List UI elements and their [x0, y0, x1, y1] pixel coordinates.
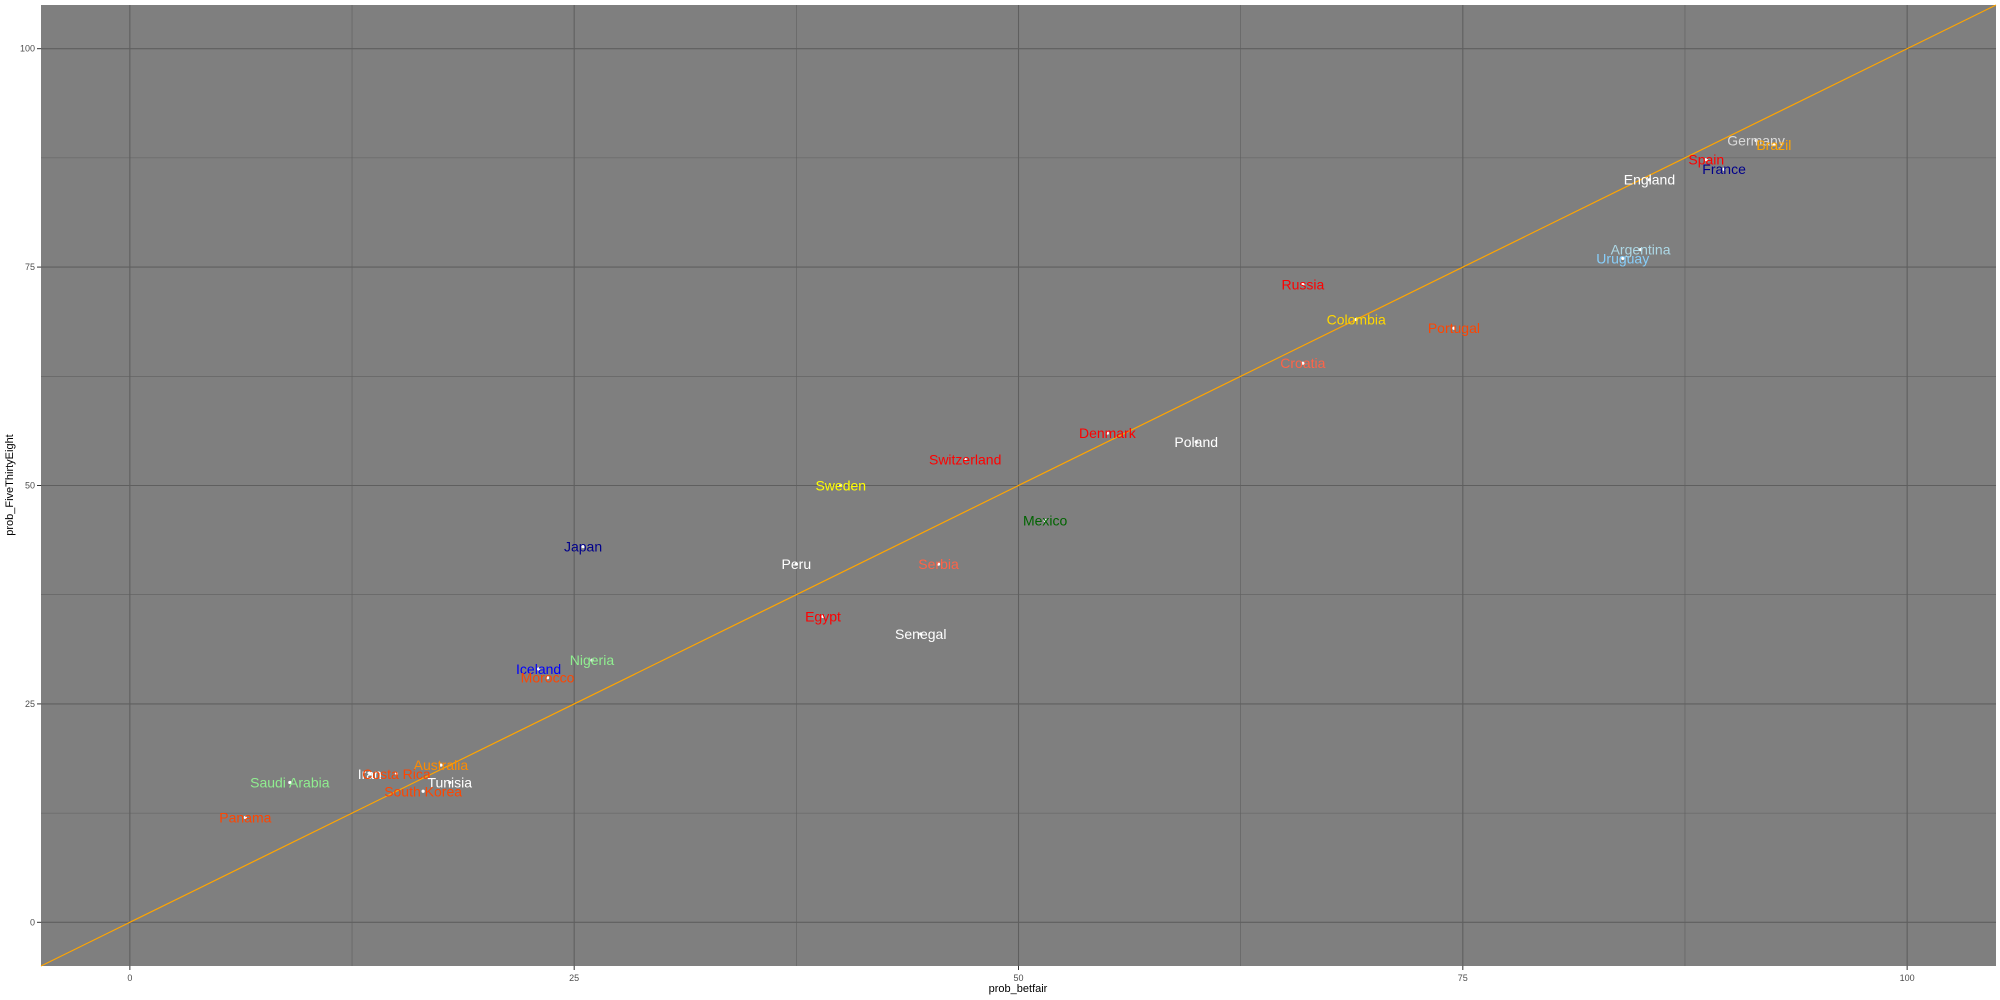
point-label: Senegal: [895, 626, 946, 642]
point-label: England: [1624, 172, 1675, 188]
point-label: France: [1702, 161, 1746, 177]
data-point: [439, 763, 443, 767]
point-label: Germany: [1727, 132, 1785, 148]
point-label: Panama: [219, 809, 271, 825]
x-tick-label: 100: [1900, 973, 1915, 983]
point-label: Argentina: [1611, 242, 1671, 258]
data-point: [581, 545, 585, 549]
data-point: [1772, 143, 1776, 147]
data-point: [368, 772, 372, 776]
point-label: Australia: [414, 757, 469, 773]
point-label: South Korea: [384, 783, 462, 799]
data-point: [421, 789, 425, 793]
data-point: [1621, 256, 1625, 260]
data-point: [394, 772, 399, 776]
y-tick-label: 75: [25, 262, 35, 272]
data-point: [1722, 167, 1726, 171]
point-label: Portugal: [1428, 320, 1480, 336]
data-point: [288, 780, 292, 785]
data-point: [537, 667, 541, 671]
point-label: Saudi Arabia: [250, 775, 330, 791]
x-tick-label: 0: [127, 973, 132, 983]
data-point: [919, 632, 923, 636]
point-label: Peru: [782, 556, 812, 572]
data-point: [936, 562, 941, 566]
data-point: [1105, 431, 1109, 435]
data-point: [821, 614, 825, 619]
point-label: Tunisia: [427, 775, 472, 791]
point-label: Switzerland: [929, 451, 1001, 467]
point-label: Costa Rica: [362, 766, 431, 782]
point-label: Iceland: [516, 661, 561, 677]
reference-line-y-equals-x: [40, 4, 1997, 967]
point-label: Iran: [358, 766, 382, 782]
point-label: Morocco: [521, 670, 575, 686]
y-tick-label: 25: [25, 699, 35, 709]
data-points: [243, 138, 1776, 820]
point-label: Poland: [1174, 434, 1218, 450]
x-tick-label: 75: [1458, 973, 1468, 983]
point-label: Spain: [1688, 152, 1724, 168]
data-point: [1194, 440, 1198, 444]
data-point: [1704, 158, 1708, 162]
data-point: [963, 457, 967, 461]
data-point: [839, 483, 843, 488]
data-point: [545, 676, 550, 680]
point-label: Serbia: [918, 556, 959, 572]
point-label: Colombia: [1327, 312, 1386, 328]
data-point: [243, 815, 247, 820]
point-label: Croatia: [1280, 355, 1325, 371]
data-point: [794, 562, 798, 566]
data-point: [590, 658, 594, 662]
point-label: Uruguay: [1596, 250, 1649, 266]
point-label: Nigeria: [570, 652, 615, 668]
point-label: Brazil: [1756, 137, 1791, 153]
data-point: [1754, 138, 1758, 143]
point-label: Mexico: [1023, 512, 1068, 528]
y-tick-label: 100: [20, 44, 35, 54]
point-label: Sweden: [815, 478, 866, 494]
x-tick-label: 25: [569, 973, 579, 983]
point-label: Japan: [564, 539, 602, 555]
data-point: [1301, 361, 1305, 365]
data-point: [1452, 326, 1456, 330]
data-point: [1301, 282, 1305, 287]
data-point: [1043, 518, 1047, 523]
point-label: Russia: [1281, 277, 1324, 293]
y-tick-label: 50: [25, 481, 35, 491]
y-axis-title: prob_FiveThirtyEight: [4, 434, 16, 536]
x-axis-ticks: 0 25 50 75 100: [127, 966, 1915, 983]
y-tick-label: 0: [30, 917, 35, 927]
point-label: Denmark: [1079, 425, 1137, 441]
data-point: [1354, 317, 1358, 322]
data-point: [448, 780, 452, 785]
data-point: [1647, 178, 1652, 182]
x-axis-title: prob_betfair: [989, 983, 1048, 995]
point-label: Egypt: [805, 609, 841, 625]
y-axis-ticks: 0 25 50 75 100: [20, 44, 41, 927]
data-point: [1638, 248, 1643, 252]
x-tick-label: 50: [1013, 973, 1023, 983]
